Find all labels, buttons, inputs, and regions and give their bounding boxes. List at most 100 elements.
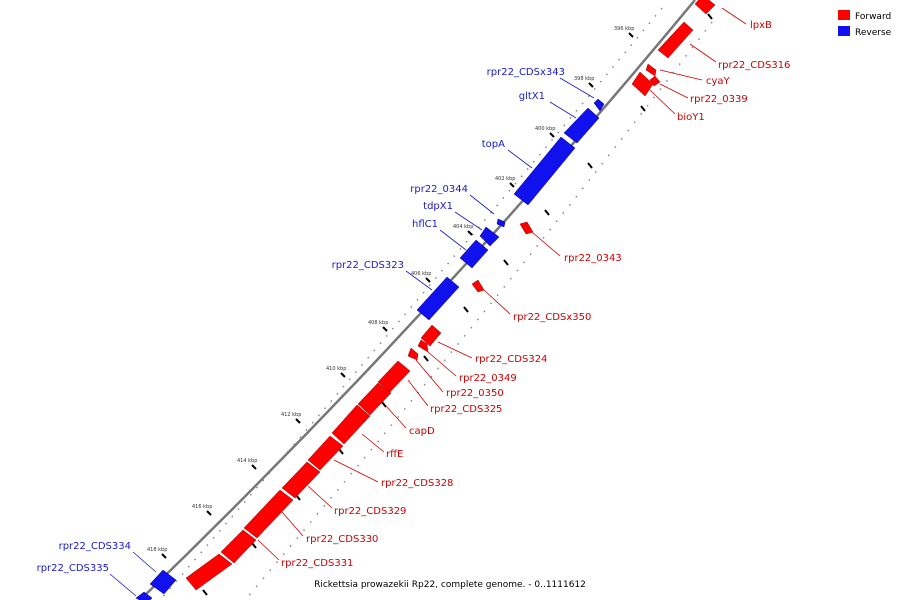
forward-gene-bioY1[interactable] xyxy=(631,71,654,97)
tick-mark xyxy=(467,230,473,236)
tick-label: 406 kbp xyxy=(411,271,431,277)
forward-gene-rpr22_CDS324[interactable] xyxy=(420,324,442,347)
reverse-gene-gltX1[interactable] xyxy=(563,107,600,144)
forward-gene-rpr22_CDSx350[interactable] xyxy=(471,279,485,293)
forward-gene-rpr22_0350[interactable] xyxy=(407,347,419,361)
forward-gene-rpr22_CDS331[interactable] xyxy=(220,529,257,564)
forward-leader-line xyxy=(659,83,689,99)
reverse-leader-line xyxy=(454,211,483,231)
legend-reverse-label: Reverse xyxy=(855,28,892,38)
forward-gene-rpr22_CDS328[interactable] xyxy=(307,435,344,471)
forward-gene-label[interactable]: rffE xyxy=(386,449,403,460)
forward-leader-line xyxy=(333,459,379,483)
forward-gene-label[interactable]: rpr22_0350 xyxy=(446,388,504,399)
reverse-gene-label[interactable]: rpr22_CDS334 xyxy=(59,541,131,552)
forward-gene-cyaY[interactable] xyxy=(645,63,657,77)
tick-label: 418 kbp xyxy=(147,547,167,553)
forward-leader-line xyxy=(531,231,561,257)
forward-gene-label[interactable]: rpr22_0343 xyxy=(564,253,622,264)
forward-gene-label[interactable]: rpr22_CDS329 xyxy=(334,506,406,517)
reverse-leader-line xyxy=(507,149,533,169)
forward-gene-rpr22_CDS331b[interactable] xyxy=(185,553,233,591)
forward-gene-lpxB[interactable] xyxy=(694,0,716,15)
reverse-gene-label[interactable]: hflC1 xyxy=(412,219,438,230)
scale-dash xyxy=(463,306,469,313)
forward-gene-label[interactable]: lpxB xyxy=(750,20,772,31)
forward-gene-capD[interactable] xyxy=(357,382,392,416)
forward-gene-rpr22_CDS330[interactable] xyxy=(243,489,294,539)
forward-gene-label[interactable]: rpr22_CDSx350 xyxy=(513,312,591,323)
reverse-gene-hflC1[interactable] xyxy=(459,239,489,269)
reverse-gene-label[interactable]: topA xyxy=(482,139,505,150)
forward-gene-rffE[interactable] xyxy=(331,404,371,445)
forward-gene-label[interactable]: capD xyxy=(409,426,435,437)
tick-mark xyxy=(425,277,431,283)
forward-gene-label[interactable]: rpr22_0349 xyxy=(459,373,517,384)
scale-dash xyxy=(587,162,593,169)
reverse-gene-tdpX1[interactable] xyxy=(479,226,500,247)
forward-leader-line xyxy=(257,539,280,561)
legend-forward-swatch xyxy=(838,10,850,20)
forward-leader-line xyxy=(385,405,407,429)
tick-label: 400 kbp xyxy=(535,126,555,132)
reverse-gene-rpr22_0344[interactable] xyxy=(496,218,506,228)
forward-gene-label[interactable]: rpr22_CDS316 xyxy=(718,60,790,71)
tick-label: 408 kbp xyxy=(368,320,388,326)
forward-gene-rpr22_CDS329[interactable] xyxy=(281,461,321,499)
tick-label: 414 kbp xyxy=(237,458,257,464)
forward-gene-rpr22_CDS316[interactable] xyxy=(657,21,694,59)
forward-gene-label[interactable]: rpr22_CDS328 xyxy=(381,478,453,489)
reverse-leader-line xyxy=(109,573,137,597)
forward-leader-line xyxy=(689,43,717,63)
tick-label: 410 kbp xyxy=(326,366,346,372)
forward-gene-label[interactable]: bioY1 xyxy=(677,112,705,123)
reverse-gene-rpr22_CDS335[interactable] xyxy=(135,591,153,600)
reverse-gene-label[interactable]: rpr22_CDS335 xyxy=(37,563,109,574)
forward-gene-label[interactable]: rpr22_0339 xyxy=(690,94,748,105)
reverse-gene-rpr22_CDS323[interactable] xyxy=(416,276,460,321)
forward-leader-line xyxy=(361,433,385,453)
reverse-leader-line xyxy=(469,194,495,215)
scale-dash xyxy=(381,401,387,408)
tick-mark xyxy=(628,32,634,38)
reverse-leader-line xyxy=(549,101,577,119)
tick-mark xyxy=(295,418,301,424)
tick-mark xyxy=(588,82,594,88)
tick-mark xyxy=(251,464,257,470)
reverse-gene-topA[interactable] xyxy=(513,136,576,206)
outer-dotted-arc xyxy=(159,7,663,600)
forward-gene-label[interactable]: rpr22_CDS330 xyxy=(306,534,378,545)
genome-caption: Rickettsia prowazekii Rp22, complete gen… xyxy=(314,580,586,590)
labels-layer: lpxB rpr22_CDS316 cyaY rpr22_0339 bioY1 rpr22… xyxy=(37,7,790,597)
tick-label: 416 kbp xyxy=(192,504,212,510)
tick-mark xyxy=(161,553,167,559)
legend-reverse-swatch xyxy=(838,26,850,36)
forward-leader-line xyxy=(721,7,747,25)
reverse-gene-label[interactable]: rpr22_CDSx343 xyxy=(487,67,565,78)
reverse-gene-rpr22_CDS334[interactable] xyxy=(149,569,177,595)
forward-leader-line xyxy=(483,289,511,315)
tick-mark xyxy=(549,132,555,138)
tick-mark xyxy=(509,182,515,188)
forward-gene-label[interactable]: rpr22_CDS324 xyxy=(475,354,547,365)
reverse-leader-line xyxy=(405,270,433,291)
forward-gene-label[interactable]: cyaY xyxy=(706,76,731,87)
legend-forward-label: Forward xyxy=(855,12,891,22)
scale-dash xyxy=(707,13,713,20)
scale-dash xyxy=(640,105,646,112)
reverse-gene-label[interactable]: gltX1 xyxy=(519,91,545,102)
legend: Forward Reverse xyxy=(838,10,892,38)
forward-leader-line xyxy=(659,69,703,81)
forward-gene-label[interactable]: rpr22_CDS331 xyxy=(281,558,353,569)
reverse-gene-label[interactable]: tdpX1 xyxy=(423,201,453,212)
reverse-gene-label[interactable]: rpr22_CDS323 xyxy=(332,260,404,271)
tick-mark xyxy=(340,372,346,378)
forward-leader-line xyxy=(415,359,444,393)
reverse-gene-label[interactable]: rpr22_0344 xyxy=(410,184,468,195)
tick-label: 402 kbp xyxy=(495,176,515,182)
reverse-leader-line xyxy=(132,551,157,573)
forward-gene-rpr22_0343[interactable] xyxy=(519,221,534,235)
forward-leader-line xyxy=(281,511,304,537)
forward-gene-label[interactable]: rpr22_CDS325 xyxy=(430,404,502,415)
reverse-gene-rpr22_CDSx343[interactable] xyxy=(593,98,605,112)
